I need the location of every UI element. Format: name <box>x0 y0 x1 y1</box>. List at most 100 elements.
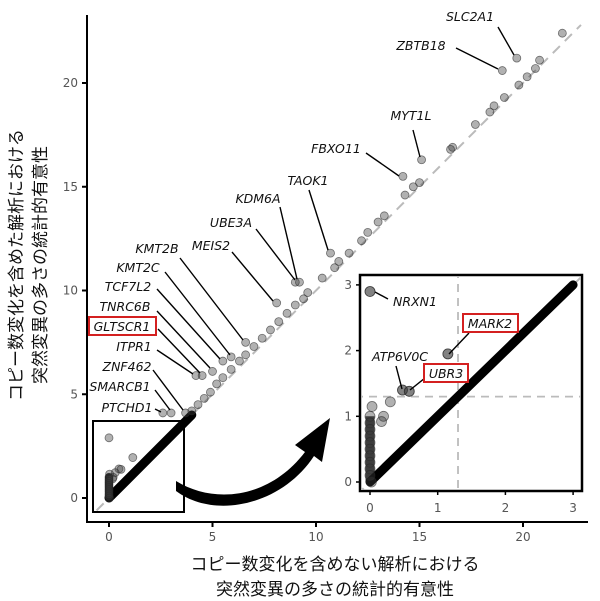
inset-data-point <box>364 470 376 481</box>
x-tick-label: 20 <box>515 530 530 544</box>
data-point <box>317 273 327 283</box>
gene-point-kmt2c <box>226 352 236 362</box>
data-point <box>266 325 275 335</box>
x-axis-title-line2: 突然変異の多さの統計的有意性 <box>216 580 454 600</box>
gene-label-kmt2c: KMT2C <box>116 260 160 275</box>
data-point <box>274 317 284 327</box>
inset-gene-point-mark2 <box>442 348 454 360</box>
data-point <box>330 263 340 273</box>
gene-label-taok1: TAOK1 <box>287 173 328 188</box>
y-axis-title-line2: 突然変異の多さの統計的有意性 <box>31 146 51 384</box>
gene-point-myt1l <box>417 155 426 165</box>
gene-label-kmt2b: KMT2B <box>135 241 178 256</box>
data-point <box>241 350 251 360</box>
inset-y-tick-label: 3 <box>344 278 352 292</box>
data-point <box>334 257 344 266</box>
gene-point-slc2a1 <box>512 53 522 63</box>
gene-point-itpr1 <box>191 371 201 380</box>
gene-point-zbtb18 <box>497 66 507 75</box>
gene-label-nrxn1: NRXN1 <box>393 294 437 309</box>
data-point <box>379 211 389 221</box>
gene-point-meis2 <box>272 298 282 308</box>
leader-lines <box>152 26 515 413</box>
inset-y-ticks: 0 1 2 3 <box>344 278 360 489</box>
inset-dense-band-line <box>365 280 578 487</box>
data-point <box>357 236 366 246</box>
inset-x-tick-label: 0 <box>366 501 374 515</box>
gene-label-znf462: ZNF462 <box>102 359 152 374</box>
gene-label-myt1l: MYT1L <box>391 108 432 123</box>
x-tick-label: 10 <box>308 530 323 544</box>
data-point <box>212 379 222 389</box>
data-point <box>499 93 509 102</box>
data-point <box>363 227 373 237</box>
gene-point-ptchd1 <box>158 408 168 418</box>
gene-label-tnrc6b: TNRC6B <box>100 299 151 314</box>
inset-data-point <box>366 401 378 412</box>
data-point <box>249 342 259 351</box>
data-point <box>535 55 544 65</box>
data-point <box>373 217 383 227</box>
y-axis-title-line1: コピー数変化を含めた解析における <box>7 129 27 401</box>
y-tick-label: 20 <box>63 76 78 90</box>
y-tick-label: 15 <box>63 180 78 194</box>
dense-band-line <box>104 410 197 503</box>
gene-label-meis2: MEIS2 <box>192 238 230 253</box>
gene-label-ube3a: UBE3A <box>210 215 252 230</box>
x-tick-label: 5 <box>209 530 217 544</box>
inset-dense-band <box>365 280 578 487</box>
data-point <box>485 107 495 117</box>
gene-labels: SLC2A1 ZBTB18 MYT1L FBXO11 TAOK1 KDM6A U… <box>88 9 494 415</box>
inset-y-tick-label: 0 <box>344 475 352 489</box>
gene-label-itpr1: ITPR1 <box>116 339 152 354</box>
inset-data-point <box>384 396 396 408</box>
y-ticks: 0 5 10 15 20 <box>63 76 87 505</box>
data-point <box>531 64 540 73</box>
data-point <box>257 333 267 343</box>
inset-points <box>364 286 454 488</box>
x-axis-title-line1: コピー数変化を含めない解析における <box>191 555 480 575</box>
inset-plot: 0 1 2 3 0 1 2 3 NRXN1 MARK2 ATP6V0C UBR3 <box>344 273 584 515</box>
gene-point-tcf7l2 <box>218 356 228 366</box>
y-tick-label: 0 <box>70 491 78 505</box>
inset-gene-point-nrxn1 <box>364 286 376 297</box>
data-point <box>104 433 114 443</box>
gene-point-gltscr1 <box>197 371 207 380</box>
highlight-box-gltscr1 <box>88 316 157 336</box>
gene-label-kdm6a: KDM6A <box>235 191 280 206</box>
gene-label-smarcb1: SMARCB1 <box>89 379 150 394</box>
data-point <box>105 493 114 503</box>
gene-point-znf462 <box>181 408 190 418</box>
gene-label-fbxo11: FBXO11 <box>311 141 361 156</box>
inset-data-point <box>376 416 387 427</box>
data-point <box>446 144 455 154</box>
gene-label-ubr3: UBR3 <box>429 366 463 381</box>
inset-x-tick-label: 2 <box>502 501 510 515</box>
inset-data-point <box>365 476 377 488</box>
x-tick-label: 0 <box>105 530 113 544</box>
highlight-box-mark2 <box>462 313 519 333</box>
data-point <box>193 400 203 410</box>
data-point <box>206 387 215 397</box>
data-point <box>282 308 292 318</box>
data-point <box>299 294 308 304</box>
inset-y-tick-label: 1 <box>344 409 352 423</box>
main-points <box>104 28 567 503</box>
data-point <box>522 72 532 82</box>
data-point <box>470 120 480 129</box>
highlight-box-ubr3 <box>423 363 469 383</box>
data-point <box>400 190 410 200</box>
inset-x-tick-label: 3 <box>569 501 577 515</box>
gene-label-ptchd1: PTCHD1 <box>102 400 153 415</box>
x-ticks: 0 5 10 15 20 <box>105 522 531 544</box>
data-point <box>290 300 300 310</box>
gene-label-gltscr1: GLTSCR1 <box>94 319 151 334</box>
gene-point-ube3a <box>290 277 300 287</box>
gene-label-zbtb18: ZBTB18 <box>395 38 445 53</box>
gene-label-mark2: MARK2 <box>468 316 512 331</box>
inset-x-tick-label: 1 <box>434 501 442 515</box>
data-point <box>226 364 236 374</box>
gene-point-tnrc6b <box>208 367 217 376</box>
inset-x-ticks: 0 1 2 3 <box>366 491 577 515</box>
